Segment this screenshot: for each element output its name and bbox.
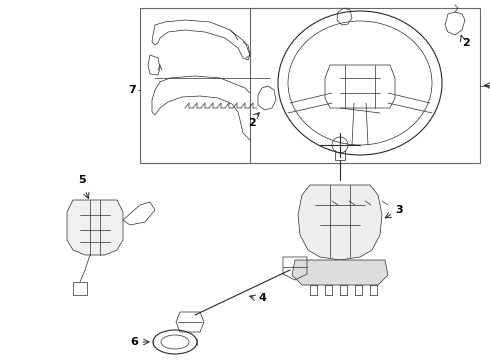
Bar [140, 8, 350, 163]
Text: 2: 2 [248, 118, 256, 128]
Polygon shape [298, 185, 382, 260]
Text: 6: 6 [130, 337, 138, 347]
Polygon shape [292, 260, 388, 285]
Bar [250, 8, 480, 163]
Text: 4: 4 [258, 293, 266, 303]
Text: 5: 5 [78, 175, 86, 185]
Polygon shape [67, 200, 123, 255]
Text: 7: 7 [128, 85, 136, 95]
Text: 2: 2 [462, 38, 470, 48]
Text: 3: 3 [395, 205, 403, 215]
